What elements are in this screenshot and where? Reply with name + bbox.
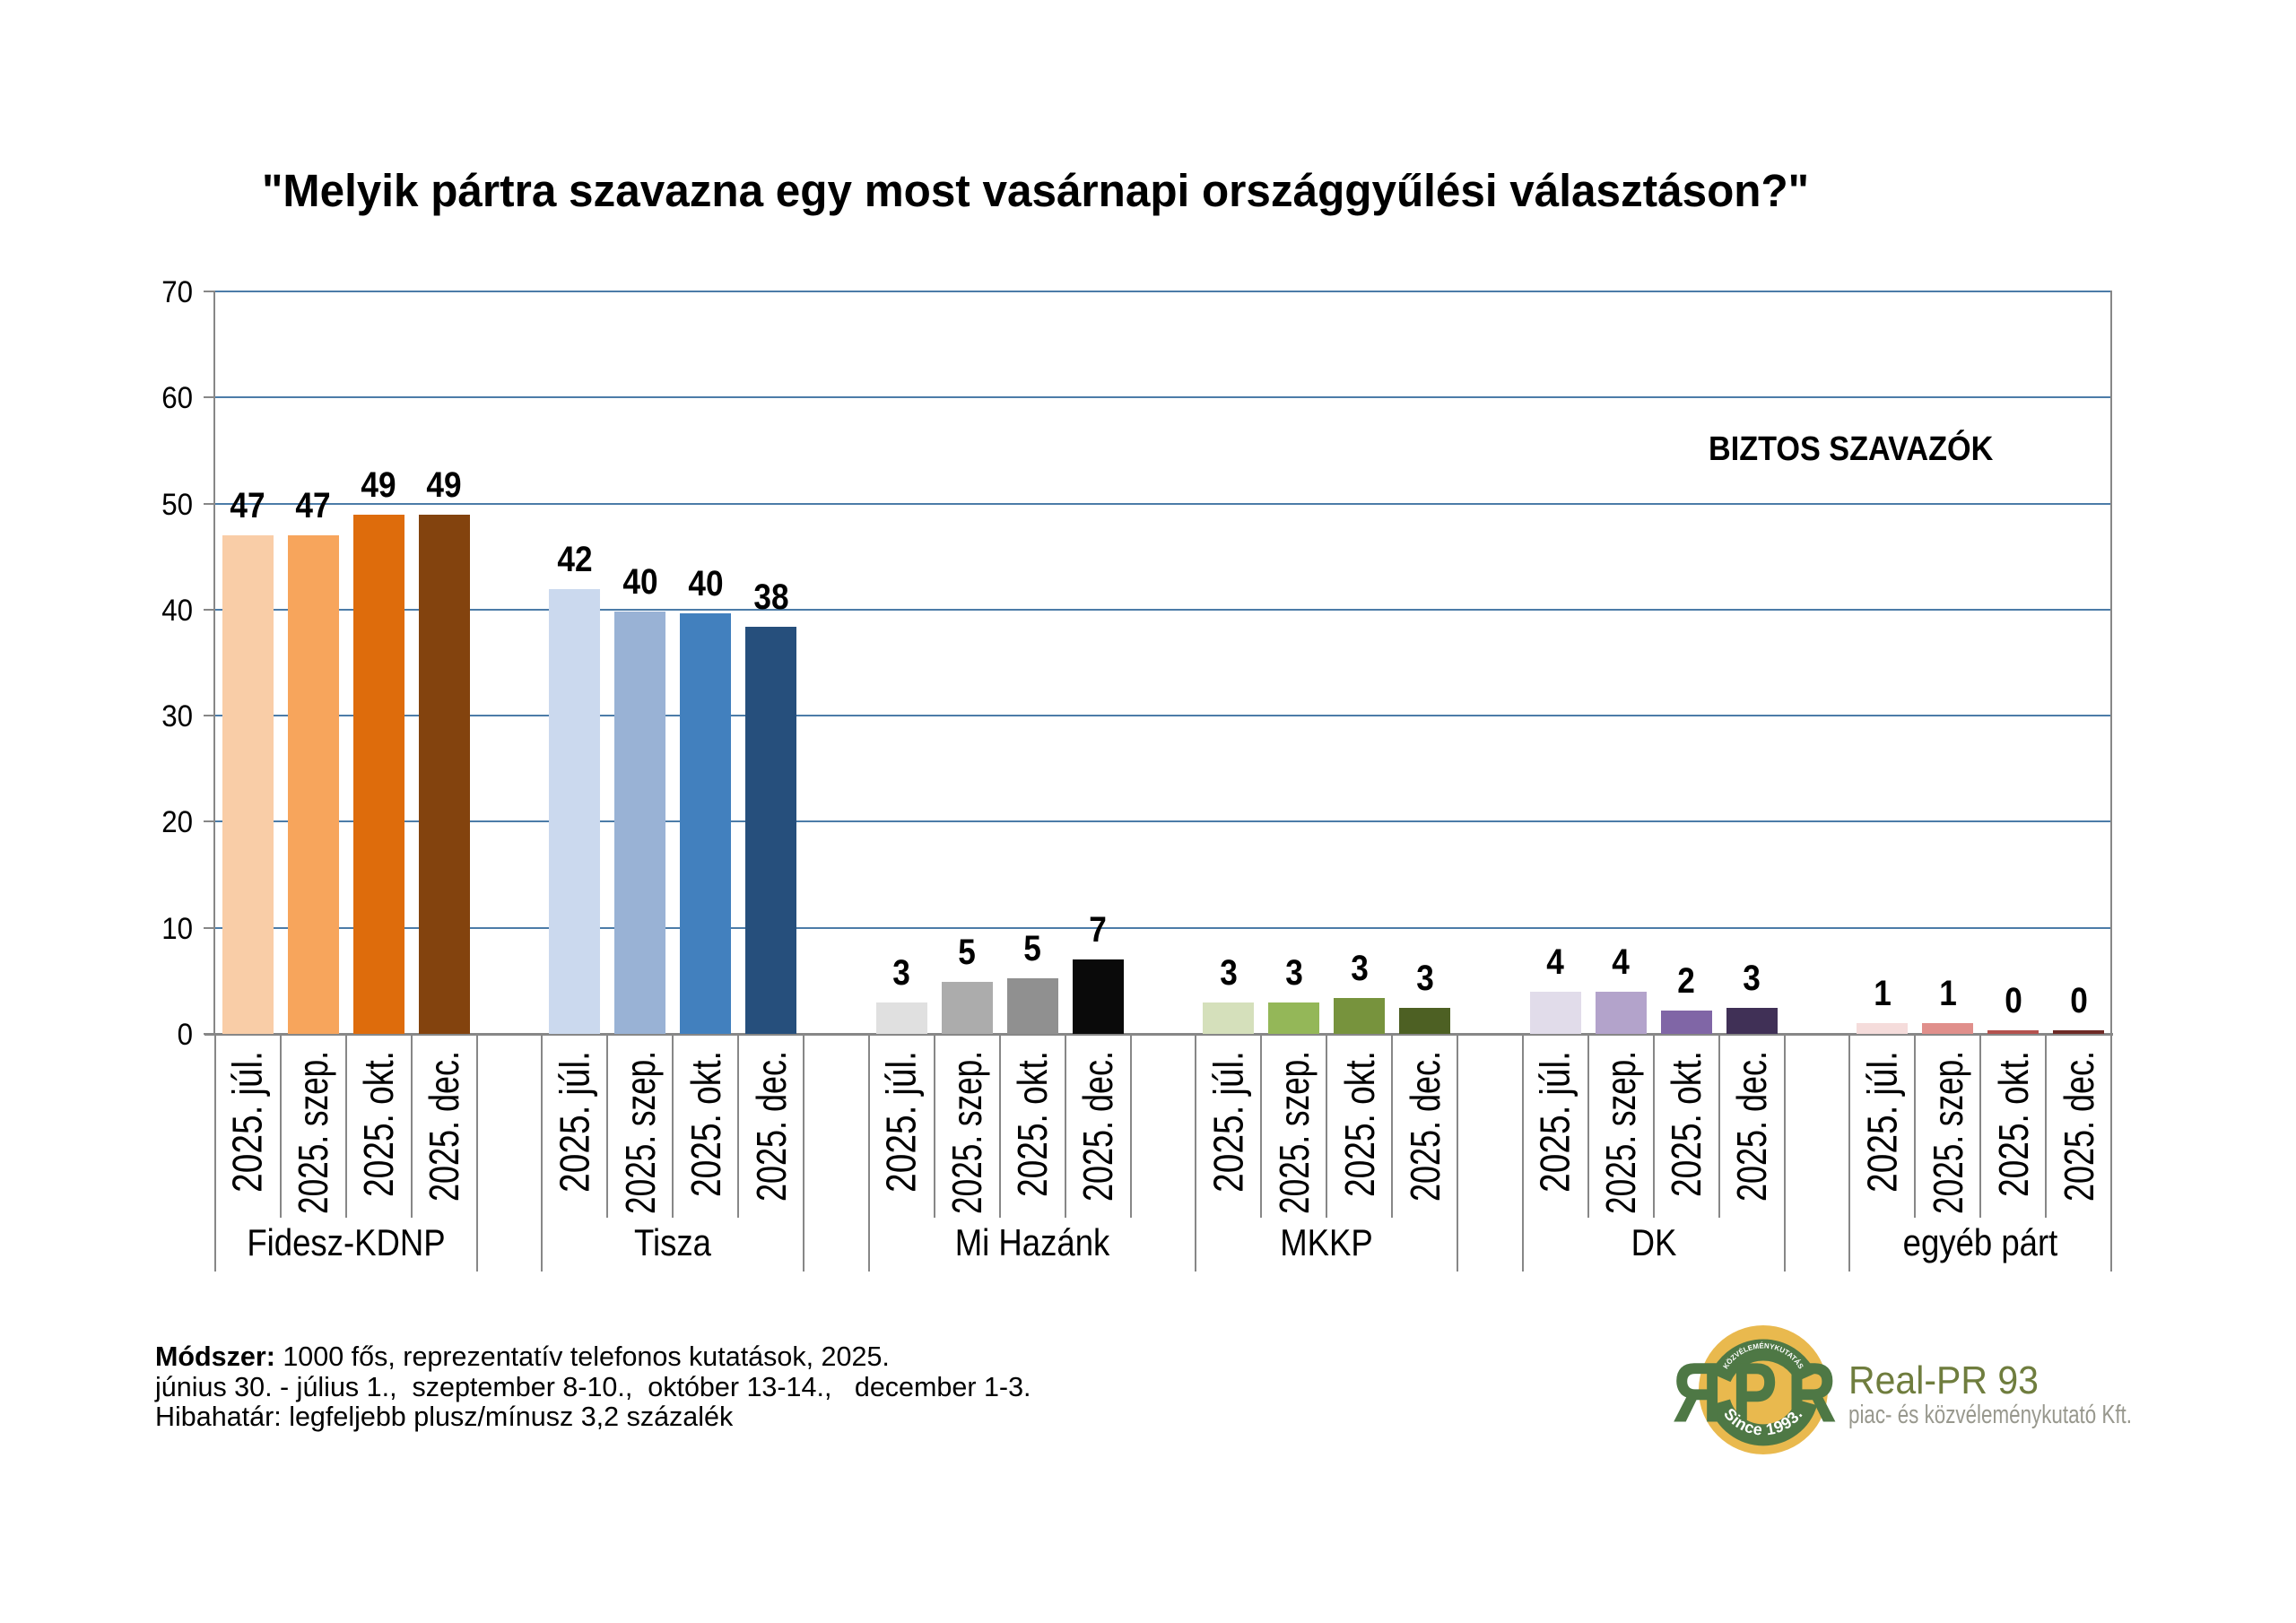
svg-text:Real-PR 93: Real-PR 93 — [1848, 1358, 2039, 1402]
svg-text:piac- és közvéleménykutató Kft: piac- és közvéleménykutató Kft. — [1848, 1401, 2132, 1429]
svg-text:ЯPR: ЯPR — [1674, 1346, 1847, 1439]
